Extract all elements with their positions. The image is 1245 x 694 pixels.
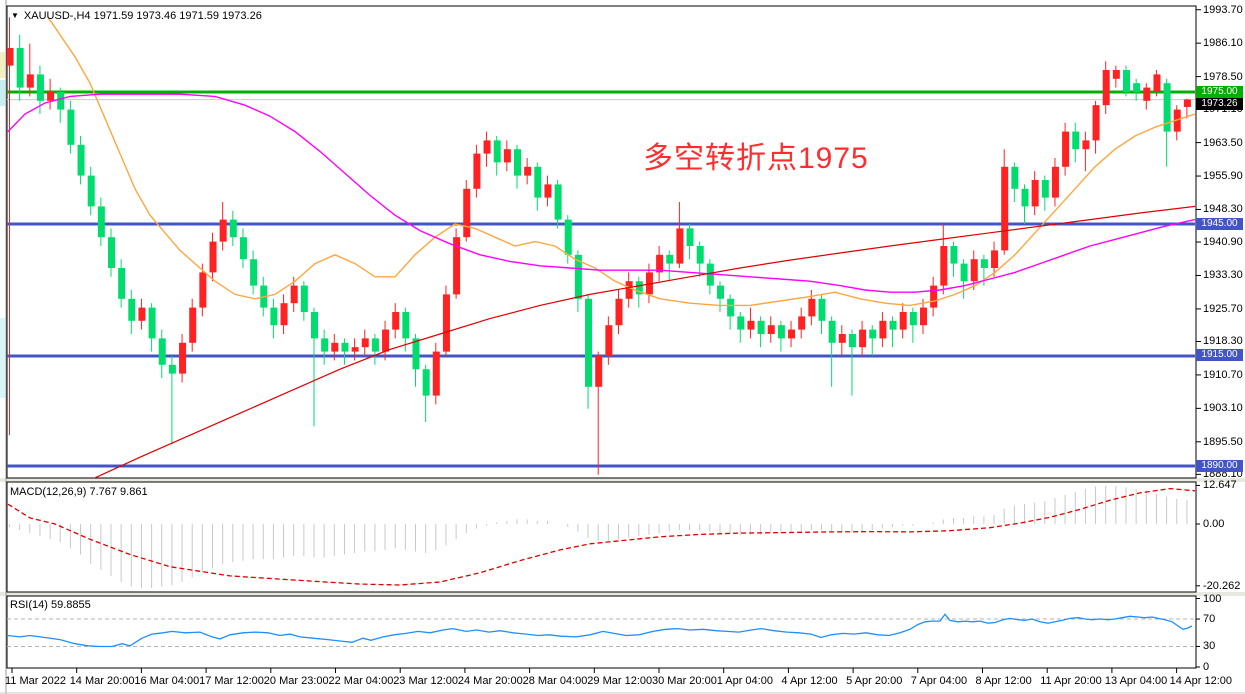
macd-axis-label: 0.00: [1203, 518, 1225, 530]
time-axis-label: 24 Mar 20:00: [457, 675, 523, 687]
axis-ticks: [11, 9, 1201, 673]
time-axis-label: 8 Apr 12:00: [975, 675, 1032, 687]
macd-indicator-label: MACD(12,26,9) 7.767 9.861: [10, 486, 148, 498]
price-axis-label: 1986.10: [1203, 37, 1243, 50]
price-axis-label: 1940.90: [1203, 236, 1243, 249]
time-axis-label: 28 Mar 04:00: [522, 675, 588, 687]
price-axis-label: 1918.30: [1203, 335, 1243, 348]
window-edge-artifact: [0, 52, 5, 78]
price-axis-label: 1978.50: [1203, 70, 1243, 83]
window-edge-artifact: [0, 80, 5, 106]
price-panel[interactable]: [7, 16, 1196, 479]
price-axis-label: 1963.50: [1203, 136, 1243, 149]
time-axis-label: 16 Mar 04:00: [134, 675, 200, 687]
price-axis-label: 1910.70: [1203, 368, 1243, 381]
time-axis-label: 11 Apr 20:00: [1040, 675, 1102, 687]
price-axis-label: 1933.30: [1203, 269, 1243, 282]
time-axis-label: 14 Mar 20:00: [69, 675, 135, 687]
price-axis-label: 1993.70: [1203, 3, 1243, 16]
price-badge: 1975.00: [1196, 86, 1243, 98]
time-axis-label: 20 Mar 23:00: [263, 675, 329, 687]
price-axis-label: 1925.70: [1203, 302, 1243, 315]
price-axis-label: 1903.10: [1203, 402, 1243, 415]
pivot-annotation: 多空转折点1975: [643, 142, 869, 175]
time-axis-label: 5 Apr 20:00: [846, 675, 903, 687]
rsi-axis-label: 0: [1203, 661, 1210, 673]
price-axis-label: 1948.30: [1203, 203, 1243, 216]
time-axis-label: 13 Apr 04:00: [1104, 675, 1168, 687]
price-axis-label: 1895.50: [1203, 435, 1243, 448]
rsi-axis-label: 30: [1203, 640, 1216, 653]
macd-axis-label: 12.647: [1203, 479, 1237, 492]
time-axis-label: 30 Mar 20:00: [652, 675, 717, 687]
price-axis-label: 1955.90: [1203, 170, 1243, 183]
chart-title-text: XAUUSD-,H4 1971.59 1973.46 1971.59 1973.…: [23, 10, 262, 22]
window-edge-artifact: [0, 318, 5, 398]
price-badge: 1915.00: [1196, 349, 1243, 361]
price-badge: 1945.00: [1196, 218, 1243, 230]
macd-panel[interactable]: [7, 485, 1196, 589]
time-axis-label: 7 Apr 04:00: [910, 675, 968, 687]
rsi-axis-label: 70: [1203, 613, 1216, 626]
time-axis-label: 1 Apr 04:00: [716, 675, 773, 687]
rsi-indicator-label: RSI(14) 59.8855: [10, 599, 91, 611]
time-axis-label: 17 Mar 12:00: [199, 675, 264, 687]
time-axis-label: 22 Mar 04:00: [328, 675, 394, 687]
time-axis-label: 11 Mar 2022: [5, 675, 66, 687]
time-axis-label: 14 Apr 12:00: [1169, 675, 1232, 687]
rsi-axis-label: 100: [1203, 592, 1222, 605]
time-axis-label: 4 Apr 12:00: [781, 675, 838, 687]
price-badge: 1973.26: [1196, 98, 1243, 110]
chart-title: ▼ XAUUSD-,H4 1971.59 1973.46 1971.59 1973…: [11, 10, 262, 22]
rsi-panel[interactable]: [7, 613, 1195, 648]
macd-axis-label: -20.262: [1203, 579, 1241, 592]
price-badge: 1890.00: [1196, 460, 1243, 472]
symbol-dropdown-icon[interactable]: ▼: [11, 11, 19, 20]
time-axis-label: 29 Mar 12:00: [587, 675, 653, 687]
time-axis-label: 23 Mar 12:00: [393, 675, 459, 687]
